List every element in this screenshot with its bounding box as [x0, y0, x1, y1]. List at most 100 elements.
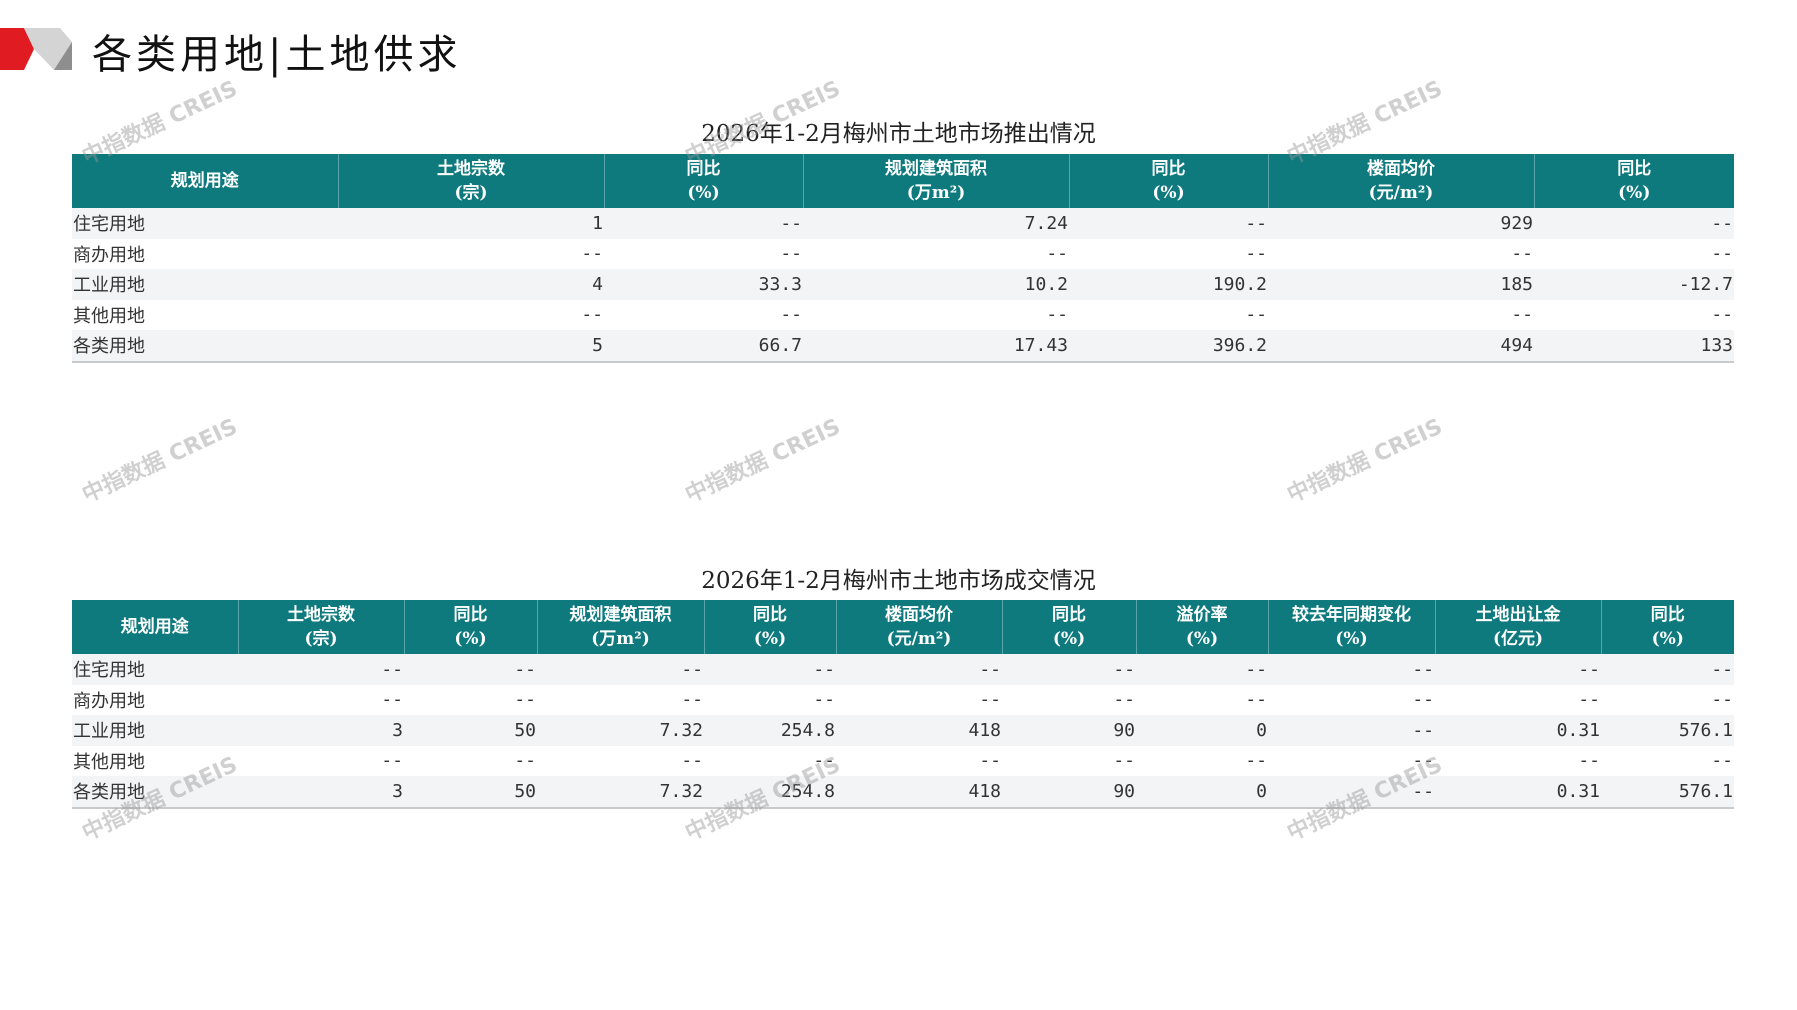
table-cell: --: [404, 654, 537, 685]
column-header-line: (万m²): [591, 629, 650, 649]
table-row: 工业用地 4 33.3 10.2 190.2 185 -12.7: [72, 269, 1734, 300]
column-header: 规划用途: [72, 600, 238, 654]
table-cell: 7.32: [537, 715, 704, 746]
table-row: 商办用地 -- -- -- -- -- --: [72, 239, 1734, 270]
row-label: 其他用地: [73, 751, 145, 773]
table-cell: 254.8: [704, 776, 836, 809]
table-cell: --: [1268, 776, 1435, 809]
table-row: 各类用地 3 50 7.32 254.8 418 90 0 -- 0.31 576.1: [72, 776, 1734, 809]
row-label: 住宅用地: [72, 208, 338, 239]
table-cell: --: [581, 304, 603, 326]
page-title: 各类用地|土地供求: [92, 32, 462, 78]
row-label: 商办用地: [73, 690, 145, 712]
table-cell: --: [514, 750, 536, 772]
column-header-line: (元/m²): [886, 629, 952, 649]
table-cell: 418: [836, 776, 1002, 809]
table-cell: --: [1113, 750, 1135, 772]
column-header-line: (%): [1335, 629, 1368, 649]
table-cell: --: [1511, 304, 1533, 326]
deal-table: 规划用途 土地宗数 (宗) 同比 (%) 规划建筑面积 (万m²) 同比 (%) 楼面均价 (元/m…: [72, 600, 1734, 809]
column-header-line: (%): [1651, 629, 1684, 649]
table-row: 住宅用地 1 -- 7.24 -- 929 --: [72, 208, 1734, 239]
table-cell: 1: [338, 208, 604, 239]
table-cell: --: [1245, 750, 1267, 772]
table-row: 商办用地 -- -- -- -- -- -- -- -- -- --: [72, 685, 1734, 716]
column-header-line: (宗): [454, 183, 488, 203]
column-header: 楼面均价 (元/m²): [835, 600, 1002, 654]
column-header: 楼面均价 (元/m²): [1267, 154, 1534, 208]
table-cell: 0: [1136, 715, 1268, 746]
table-cell: --: [604, 208, 803, 239]
table-cell: --: [1268, 715, 1435, 746]
table-cell: 90: [1002, 715, 1136, 746]
row-label: 其他用地: [73, 305, 145, 327]
column-header-line: 同比: [453, 605, 488, 625]
row-label: 工业用地: [72, 269, 338, 300]
column-header-line: 同比: [1151, 159, 1186, 179]
supply-table-title: 2026年1-2月梅州市土地市场推出情况: [701, 121, 1096, 147]
table-cell: 5: [338, 330, 604, 363]
table-cell: --: [1511, 243, 1533, 265]
column-header-line: 同比: [753, 605, 787, 625]
table-cell: 10.2: [803, 269, 1069, 300]
column-header: 土地出让金 (亿元): [1434, 600, 1601, 654]
table-cell: --: [681, 689, 703, 711]
table-cell: --: [979, 750, 1001, 772]
table-cell: --: [537, 654, 704, 685]
table-cell: --: [780, 304, 802, 326]
table-cell: 576.1: [1601, 776, 1734, 809]
table-cell: --: [1136, 654, 1268, 685]
table-cell: --: [1578, 689, 1600, 711]
table-cell: 66.7: [604, 330, 803, 363]
column-header-line: (亿元): [1492, 629, 1544, 649]
table-cell: --: [1046, 304, 1068, 326]
column-header-line: (元/m²): [1368, 183, 1434, 203]
table-cell: --: [836, 654, 1002, 685]
table-cell: --: [681, 750, 703, 772]
table-cell: --: [1578, 750, 1600, 772]
column-header: 同比 (%): [1001, 600, 1136, 654]
row-label: 各类用地: [72, 330, 338, 363]
column-header: 规划建筑面积 (万m²): [802, 154, 1069, 208]
column-header-line: 规划用途: [120, 617, 189, 637]
table-cell: --: [1534, 208, 1734, 239]
table-cell: --: [1245, 243, 1267, 265]
column-header-line: 楼面均价: [1367, 159, 1435, 179]
table-cell: 3: [238, 715, 404, 746]
column-header-line: 同比: [1650, 605, 1685, 625]
table-cell: -12.7: [1534, 269, 1734, 300]
column-header: 规划建筑面积 (万m²): [536, 600, 704, 654]
column-header-line: 规划建筑面积: [885, 159, 987, 179]
table-cell: 0: [1136, 776, 1268, 809]
table-cell: --: [1245, 304, 1267, 326]
table-row: 其他用地 -- -- -- -- -- -- -- -- -- --: [72, 746, 1734, 777]
column-header: 规划用途: [72, 154, 338, 208]
table-cell: --: [1412, 689, 1434, 711]
table-cell: 3: [238, 776, 404, 809]
watermark: 中指数据 CREIS: [681, 414, 845, 509]
row-label: 商办用地: [73, 244, 145, 266]
table-cell: 7.24: [803, 208, 1069, 239]
column-header-line: 楼面均价: [885, 605, 953, 625]
table-cell: 929: [1268, 208, 1534, 239]
watermark: 中指数据 CREIS: [78, 414, 242, 509]
table-cell: 4: [338, 269, 604, 300]
table-cell: --: [1069, 208, 1268, 239]
table-cell: 90: [1002, 776, 1136, 809]
table-cell: --: [1711, 689, 1733, 711]
table-cell: --: [1412, 750, 1434, 772]
table-cell: --: [1245, 689, 1267, 711]
table-row: 其他用地 -- -- -- -- -- --: [72, 300, 1734, 331]
table-cell: 133: [1534, 330, 1734, 363]
table-cell: 190.2: [1069, 269, 1268, 300]
table-cell: --: [238, 654, 404, 685]
table-row: 各类用地 5 66.7 17.43 396.2 494 133: [72, 330, 1734, 363]
row-label: 各类用地: [72, 776, 238, 809]
column-header-line: (万m²): [906, 183, 966, 203]
table-cell: --: [979, 689, 1001, 711]
table-cell: --: [381, 750, 403, 772]
column-header-line: (%): [1152, 183, 1185, 203]
table-cell: --: [813, 689, 835, 711]
row-label: 工业用地: [72, 715, 238, 746]
table-cell: --: [381, 689, 403, 711]
